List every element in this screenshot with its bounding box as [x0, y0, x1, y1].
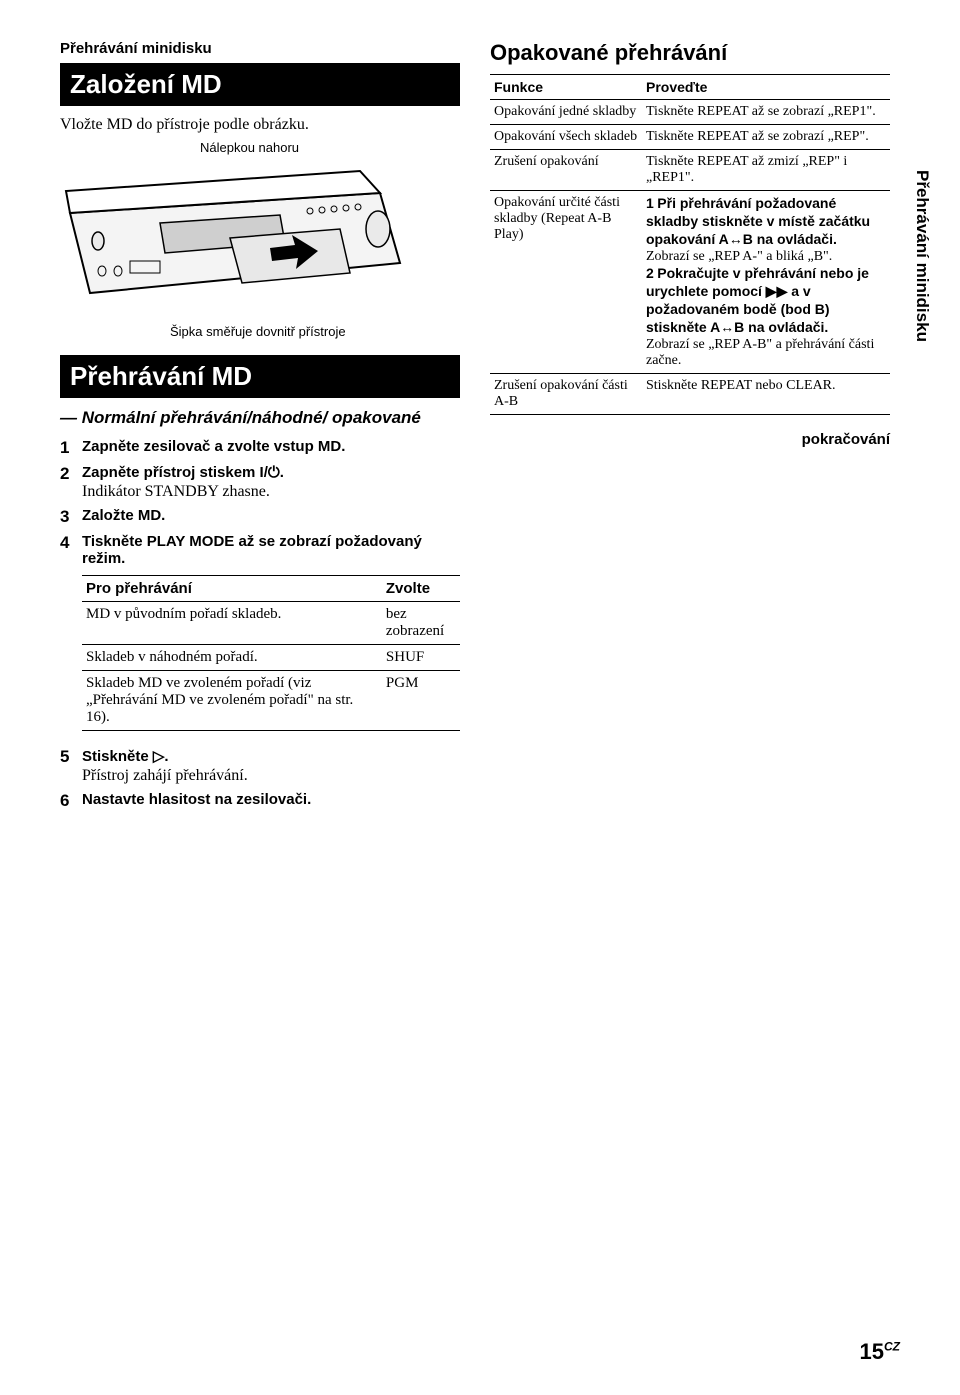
- step-5: 5 Stiskněte ▷. Přístroj zahájí přehráván…: [60, 747, 460, 785]
- table-row: Opakování určité části skladby (Repeat A…: [490, 191, 890, 374]
- table-row: Skladeb v náhodném pořadí. SHUF: [82, 644, 460, 670]
- step-3: 3 Založte MD.: [60, 507, 460, 527]
- left-column: Přehrávání minidisku Založení MD Vložte …: [60, 40, 460, 817]
- play-r2c2: SHUF: [382, 644, 460, 670]
- repeat-h1: Funkce: [490, 75, 642, 100]
- step-5-num: 5: [60, 747, 76, 785]
- step-2-sub: Indikátor STANDBY zhasne.: [82, 483, 284, 501]
- play-r3c1: Skladeb MD ve zvoleném pořadí (viz „Přeh…: [82, 670, 382, 730]
- repeat-r2c2: Tiskněte REPEAT až se zobrazí „REP".: [642, 125, 890, 150]
- title-insert-md: Založení MD: [60, 63, 460, 106]
- section-label: Přehrávání minidisku: [60, 40, 460, 57]
- step-2: 2 Zapněte přístroj stiskem I/⏻. Indikáto…: [60, 464, 460, 501]
- title-play-md: Přehrávání MD: [60, 355, 460, 398]
- play-r2c1: Skladeb v náhodném pořadí.: [82, 644, 382, 670]
- table-row: MD v původním pořadí skladeb. bez zobraz…: [82, 601, 460, 644]
- repeat-heading: Opakované přehrávání: [490, 40, 890, 66]
- step-1-num: 1: [60, 438, 76, 458]
- table-row: Opakování jedné skladby Tiskněte REPEAT …: [490, 100, 890, 125]
- md-player-svg: [60, 163, 420, 313]
- repeat-r1c2: Tiskněte REPEAT až se zobrazí „REP1".: [642, 100, 890, 125]
- r4-line1: Při přehrávání požadované skladby stiskn…: [646, 195, 870, 247]
- repeat-r4c2: 1 Při přehrávání požadované skladby stis…: [642, 191, 890, 374]
- side-tab-label: Přehrávání minidisku: [912, 170, 932, 342]
- repeat-r4c1: Opakování určité části skladby (Repeat A…: [490, 191, 642, 374]
- r4-line2: Pokračujte v přehrávání nebo je urychlet…: [646, 265, 869, 335]
- play-r1c1: MD v původním pořadí skladeb.: [82, 601, 382, 644]
- right-column: Opakované přehrávání Funkce Proveďte Opa…: [490, 40, 890, 817]
- repeat-r5c1: Zrušení opakování části A-B: [490, 374, 642, 415]
- repeat-r1c1: Opakování jedné skladby: [490, 100, 642, 125]
- step-3-text: Založte MD.: [82, 507, 165, 527]
- r4-num2: 2: [646, 265, 654, 281]
- repeat-r3c2: Tiskněte REPEAT až zmizí „REP" i „REP1".: [642, 150, 890, 191]
- table-row: Opakování všech skladeb Tiskněte REPEAT …: [490, 125, 890, 150]
- step-4-text: Tiskněte PLAY MODE až se zobrazí požadov…: [82, 533, 460, 567]
- step-6-num: 6: [60, 791, 76, 811]
- step-3-num: 3: [60, 507, 76, 527]
- step-2-num: 2: [60, 464, 76, 501]
- page-num-value: 15: [860, 1339, 884, 1364]
- page-num-suffix: CZ: [884, 1340, 900, 1354]
- step-4-num: 4: [60, 533, 76, 741]
- caption-label-bottom: Šipka směřuje dovnitř přístroje: [170, 324, 460, 341]
- play-subtitle: — Normální přehrávání/náhodné/ opakované: [60, 408, 460, 428]
- device-illustration: [60, 163, 460, 318]
- intro-text: Vložte MD do přístroje podle obrázku.: [60, 116, 460, 134]
- r4-line2b: Zobrazí se „REP A-B" a přehrávání části …: [646, 337, 874, 368]
- repeat-h2: Proveďte: [642, 75, 890, 100]
- step-1: 1 Zapněte zesilovač a zvolte vstup MD.: [60, 438, 460, 458]
- r4-line1b: Zobrazí se „REP A-" a bliká „B".: [646, 249, 832, 264]
- continue-label: pokračování: [490, 431, 890, 448]
- play-table-h1: Pro přehrávání: [82, 575, 382, 601]
- table-row: Skladeb MD ve zvoleném pořadí (viz „Přeh…: [82, 670, 460, 730]
- play-mode-table: Pro přehrávání Zvolte MD v původním pořa…: [82, 575, 460, 731]
- step-5-text: Stiskněte ▷.: [82, 747, 248, 765]
- repeat-table: Funkce Proveďte Opakování jedné skladby …: [490, 74, 890, 415]
- table-row: Zrušení opakování části A-B Stiskněte RE…: [490, 374, 890, 415]
- play-r1c2: bez zobrazení: [382, 601, 460, 644]
- table-row: Zrušení opakování Tiskněte REPEAT až zmi…: [490, 150, 890, 191]
- repeat-r3c1: Zrušení opakování: [490, 150, 642, 191]
- page-number: 15CZ: [860, 1339, 900, 1365]
- play-r3c2: PGM: [382, 670, 460, 730]
- step-5-sub: Přístroj zahájí přehrávání.: [82, 767, 248, 785]
- step-1-text: Zapněte zesilovač a zvolte vstup MD.: [82, 438, 345, 458]
- step-4: 4 Tiskněte PLAY MODE až se zobrazí požad…: [60, 533, 460, 741]
- caption-label-top: Nálepkou nahoru: [200, 140, 460, 157]
- step-6: 6 Nastavte hlasitost na zesilovači.: [60, 791, 460, 811]
- step-6-text: Nastavte hlasitost na zesilovači.: [82, 791, 311, 811]
- repeat-r2c1: Opakování všech skladeb: [490, 125, 642, 150]
- r4-num1: 1: [646, 195, 654, 211]
- step-2-text: Zapněte přístroj stiskem I/⏻.: [82, 464, 284, 481]
- repeat-r5c2: Stiskněte REPEAT nebo CLEAR.: [642, 374, 890, 415]
- play-table-h2: Zvolte: [382, 575, 460, 601]
